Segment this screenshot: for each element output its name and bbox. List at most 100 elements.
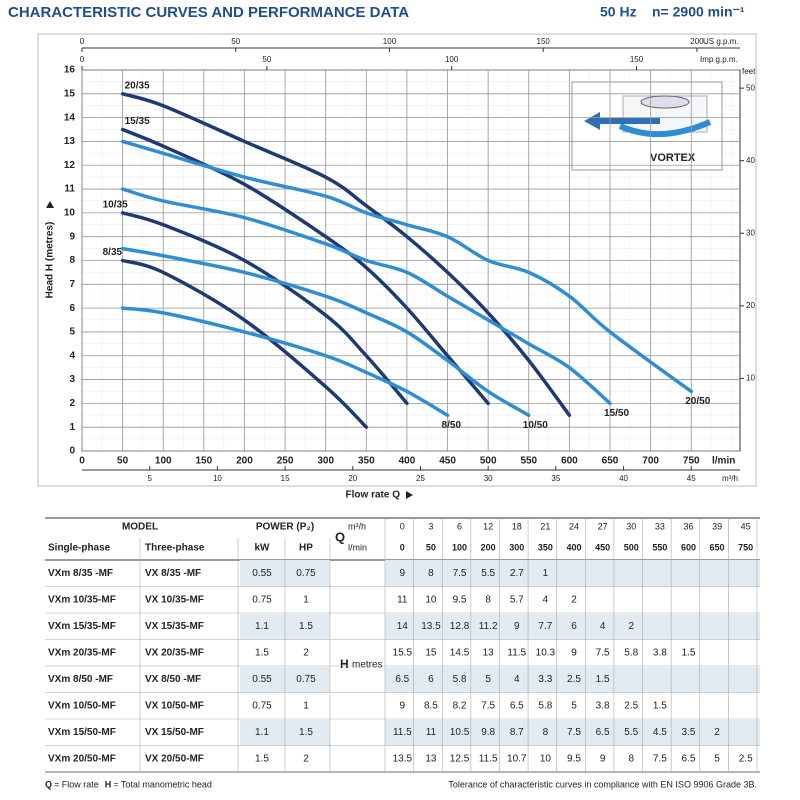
tick-label: 45 [687, 474, 696, 483]
cell: 4 [543, 594, 549, 605]
cell: 9.5 [453, 594, 467, 605]
y-tick-label: 8 [69, 255, 75, 266]
cell: 8.2 [453, 700, 467, 711]
tick-label: 0 [80, 37, 85, 46]
curve [120, 246, 531, 418]
cell: 2.5 [624, 700, 638, 711]
curve-label: 10/35 [103, 200, 128, 211]
y-tick-label: 5 [69, 327, 75, 338]
x-tick-label: 700 [642, 456, 659, 467]
cell: 1.5 [299, 621, 313, 632]
tick-label: 20 [348, 474, 357, 483]
cell: 7.5 [653, 753, 667, 764]
cell: 1.5 [682, 647, 696, 658]
y-tick-label: 11 [64, 184, 75, 195]
cell: 9 [571, 647, 577, 658]
cell: 9 [514, 621, 520, 632]
model-header: MODEL [122, 522, 158, 533]
y-tick-label: 16 [64, 65, 76, 76]
curve-label: 15/35 [125, 116, 150, 127]
x-tick-label: 500 [480, 456, 497, 467]
cell: 2.5 [567, 674, 581, 685]
cell: VXm 15/50-MF [48, 727, 116, 738]
tick-label: 20 [746, 301, 755, 310]
cell: 11.5 [393, 727, 412, 738]
cell: VXm 8/35 -MF [48, 568, 113, 579]
q-m3h: 30 [626, 521, 636, 531]
cell: 2.5 [739, 753, 753, 764]
q-lmin: 600 [681, 542, 696, 552]
tick-label: 40 [619, 474, 628, 483]
q-lmin: 300 [509, 542, 524, 552]
curve [120, 306, 450, 418]
cell: 6 [571, 621, 577, 632]
y-tick-label: 9 [69, 231, 75, 242]
y-tick-label: 1 [69, 422, 75, 433]
cell: 5.5 [624, 727, 638, 738]
cell: 7.5 [453, 568, 467, 579]
x-tick-label: 150 [196, 456, 213, 467]
cell: 7.5 [596, 647, 610, 658]
title: CHARACTERISTIC CURVES AND PERFORMANCE DA… [8, 4, 409, 21]
q-lmin: 100 [452, 542, 467, 552]
tick-label: 40 [746, 156, 755, 165]
x-tick-label: 600 [561, 456, 578, 467]
cell: 11 [426, 727, 437, 738]
x-tick-label: 300 [317, 456, 334, 467]
cell: 8.7 [510, 727, 524, 738]
cell: 1 [543, 568, 549, 579]
q-m3h: 12 [483, 521, 493, 531]
cell: 5.8 [453, 674, 467, 685]
q-lmin: 50 [426, 542, 436, 552]
q-lmin: 450 [595, 542, 610, 552]
curve-label: 8/35 [103, 247, 123, 258]
cell: 0.75 [296, 674, 316, 685]
x-tick-label: 350 [358, 456, 375, 467]
cell: 12.8 [450, 621, 470, 632]
cell: VXm 10/50-MF [48, 700, 116, 711]
y-tick-label: 6 [69, 303, 75, 314]
cell: 11.5 [479, 753, 498, 764]
cell: 3.8 [653, 647, 667, 658]
tick-label: 150 [537, 37, 551, 46]
cell: 9 [400, 700, 406, 711]
cell: 7.5 [481, 700, 495, 711]
cell: 6.5 [395, 674, 409, 685]
x-arrow [406, 491, 413, 499]
cell: VX 15/35-MF [145, 621, 204, 632]
x-tick-label: 200 [236, 456, 253, 467]
q-lmin: 400 [566, 542, 581, 552]
y-tick-label: 15 [64, 88, 76, 99]
cell: 7.5 [567, 727, 581, 738]
cell: 3.5 [682, 727, 696, 738]
q-m3h: 39 [712, 521, 722, 531]
tick-label: 25 [416, 474, 425, 483]
cell: VX 10/35-MF [145, 594, 204, 605]
cell: 1.5 [653, 700, 667, 711]
x-unit: l/min [712, 456, 735, 467]
cell: 8.5 [424, 700, 438, 711]
cell: 15.5 [393, 647, 413, 658]
cell: 14.5 [450, 647, 470, 658]
cell: 9.5 [567, 753, 581, 764]
cell: 6.5 [510, 700, 524, 711]
cell: 0.55 [252, 674, 272, 685]
cell: VXm 15/35-MF [48, 621, 116, 632]
q-m3h: 21 [540, 521, 550, 531]
curve [120, 139, 694, 394]
cell: VXm 10/35-MF [48, 594, 116, 605]
cell: VXm 20/35-MF [48, 647, 116, 658]
axis-unit: US g.p.m. [703, 37, 739, 46]
footer-note: Tolerance of characteristic curves in co… [448, 779, 757, 789]
y-tick-label: 10 [64, 208, 76, 219]
col-header: HP [299, 543, 313, 554]
tick-label: 100 [383, 37, 397, 46]
cell: 11.5 [507, 647, 526, 658]
cell: 12.5 [450, 753, 470, 764]
cell: 0.75 [296, 568, 316, 579]
cell: 5.7 [510, 594, 524, 605]
axis-unit: m³/h [722, 474, 738, 483]
x-tick-label: 250 [277, 456, 294, 467]
curve [120, 187, 612, 406]
cell: 10.7 [507, 753, 527, 764]
